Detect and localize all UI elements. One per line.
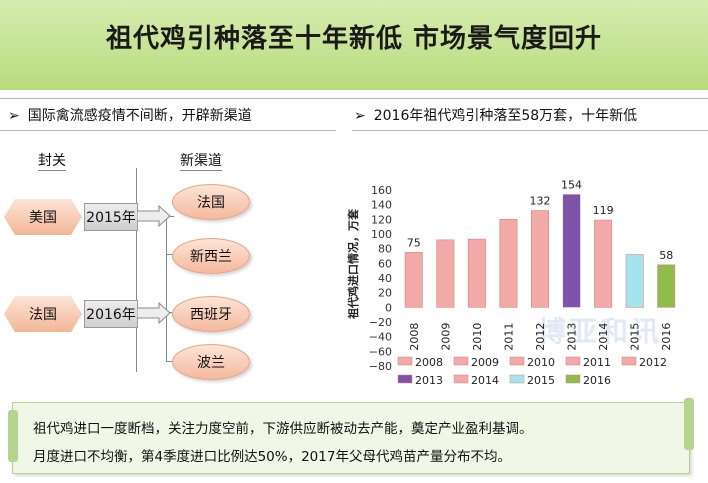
x-tick-label: 2011: [502, 323, 515, 351]
y-tick-label: 60: [378, 257, 392, 270]
legend-swatch: [509, 374, 525, 384]
note-curl-left: [8, 410, 18, 462]
new-country-3: 西班牙: [172, 296, 250, 332]
y-tick-label: 40: [378, 272, 392, 285]
y-tick-label: −20: [369, 316, 392, 329]
x-tick-label: 2013: [566, 323, 579, 351]
new-channel-label: 新渠道: [180, 150, 222, 171]
bar: [436, 239, 455, 308]
legend-label: 2011: [583, 356, 611, 369]
y-tick-label: 0: [385, 301, 392, 314]
new-country-4: 波兰: [172, 344, 250, 380]
bar: [562, 194, 581, 308]
closed-country-1: 美国: [4, 199, 82, 235]
y-tick-label: −80: [369, 360, 392, 373]
bar: [499, 219, 518, 308]
x-tick-label: 2016: [660, 323, 673, 351]
bar: [467, 238, 486, 308]
left-head-divider: [0, 130, 336, 131]
note-box: 祖代鸡进口一度断档，关注力度空前，下游供应断被动去产能，奠定产业盈利基调。 月度…: [12, 402, 690, 474]
bar: [531, 210, 549, 308]
legend-swatch: [565, 356, 581, 366]
new-country-1: 法国: [172, 184, 250, 220]
legend-swatch: [565, 374, 581, 384]
right-heading-text: 2016年祖代鸡引种落至58万套，十年新低: [373, 108, 638, 124]
legend-label: 2012: [639, 356, 667, 369]
note-line-1: 祖代鸡进口一度断档，关注力度空前，下游供应断被动去产能，奠定产业盈利基调。: [33, 421, 533, 437]
bracket-tick-2: [166, 254, 176, 255]
y-tick-label: 160: [371, 184, 392, 197]
data-labels: 75 132 154 119 58: [407, 178, 673, 261]
legend-swatch: [509, 356, 525, 366]
y-axis-label: 祖代鸡进口情况，万套: [346, 208, 360, 320]
right-heading: ➢ 2016年祖代鸡引种落至58万套，十年新低: [354, 105, 637, 125]
legend-swatch: [621, 356, 637, 366]
closed-country-2: 法国: [4, 296, 82, 332]
note-curl-right: [684, 398, 694, 450]
bracket-tick-4: [166, 361, 176, 362]
y-tick-label: −40: [369, 331, 392, 344]
title-bar: 祖代鸡引种落至十年新低 市场景气度回升: [0, 0, 708, 90]
legend-swatch: [453, 374, 469, 384]
new-country-2: 新西兰: [172, 238, 250, 274]
right-arrow-icon-1: [137, 205, 171, 227]
watermark: 博亚和讯: [538, 315, 663, 348]
legend-label: 2016: [583, 374, 611, 387]
legend-swatch: [397, 374, 413, 384]
legend-label: 2014: [471, 374, 499, 387]
legend-label: 2009: [471, 356, 499, 369]
y-tick-label: 80: [378, 243, 392, 256]
closed-year-2: 2016年: [84, 300, 138, 328]
bar: [404, 252, 423, 308]
bullet-arrow-icon: ➢: [354, 108, 366, 124]
closed-label: 封关: [38, 150, 66, 171]
bullet-arrow-icon: ➢: [8, 108, 20, 124]
data-label: 132: [530, 195, 551, 208]
data-label: 58: [659, 249, 673, 262]
bar-series: [404, 194, 676, 308]
y-tick-label: 120: [371, 213, 392, 226]
y-tick-label: 20: [378, 287, 392, 300]
x-tick-label: 2010: [471, 323, 484, 351]
legend-label: 2015: [527, 374, 555, 387]
bar: [657, 264, 676, 308]
page-title: 祖代鸡引种落至十年新低 市场景气度回升: [105, 24, 603, 54]
x-tick-label: 2008: [408, 323, 421, 351]
y-tick-label: 100: [371, 228, 392, 241]
bar: [594, 219, 613, 308]
data-label: 154: [561, 178, 582, 191]
legend-label: 2008: [415, 356, 443, 369]
bracket-tick-3: [166, 312, 176, 313]
legend: 2008 2009 2010 2011 2012 2013 2014 2015 2016: [397, 356, 667, 387]
data-label: 119: [593, 204, 614, 217]
legend-label: 2013: [415, 374, 443, 387]
x-tick-label: 2009: [439, 323, 452, 351]
legend-swatch: [397, 356, 413, 366]
data-label: 75: [407, 236, 421, 249]
x-tick-label: 2012: [534, 323, 547, 351]
right-arrow-icon-2: [137, 302, 171, 324]
legend-label: 2010: [527, 356, 555, 369]
divider-line: [136, 168, 137, 372]
y-tick-label: 140: [371, 199, 392, 212]
bracket-line: [166, 216, 167, 362]
bar: [625, 254, 644, 308]
right-head-divider: [352, 130, 708, 131]
top-divider: [0, 98, 708, 99]
left-heading: ➢ 国际禽流感疫情不间断，开辟新渠道: [8, 105, 252, 125]
x-tick-label: 2015: [629, 323, 642, 351]
y-tick-label: −60: [369, 345, 392, 358]
legend-swatch: [453, 356, 469, 366]
x-tick-label: 2014: [597, 323, 610, 351]
note-line-2: 月度进口不均衡，第4季度进口比例达50%，2017年父母代鸡苗产量分布不均。: [33, 449, 511, 465]
x-axis-ticks: 2008 2009 2010 2011 2012 2013 2014 2015 2016: [408, 323, 673, 351]
closed-year-1: 2015年: [84, 203, 138, 231]
left-heading-text: 国际禽流感疫情不间断，开辟新渠道: [27, 108, 252, 124]
